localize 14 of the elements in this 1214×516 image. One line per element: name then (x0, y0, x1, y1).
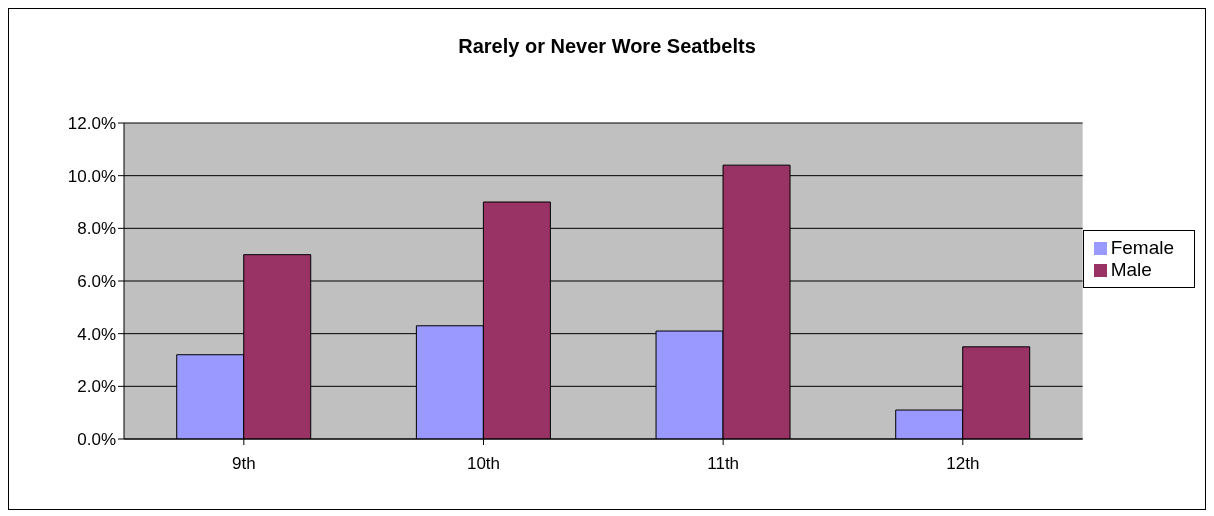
y-tick-label: 0.0% (77, 430, 116, 450)
chart-title: Rarely or Never Wore Seatbelts (457, 35, 757, 58)
x-tick-label: 10th (466, 454, 501, 474)
legend-label: Male (1110, 259, 1152, 280)
x-tick-label: 11th (707, 454, 740, 474)
y-tick-label: 10.0% (67, 166, 116, 186)
y-tick-label: 6.0% (77, 272, 116, 292)
y-tick-label: 4.0% (77, 324, 116, 344)
x-tick-label: 12th (946, 454, 980, 474)
legend-label: Female (1110, 237, 1174, 258)
y-tick-label: 8.0% (77, 219, 116, 239)
y-tick-label: 2.0% (77, 377, 116, 397)
y-tick-label: 12.0% (67, 114, 116, 134)
x-tick-label: 9th (232, 454, 256, 474)
